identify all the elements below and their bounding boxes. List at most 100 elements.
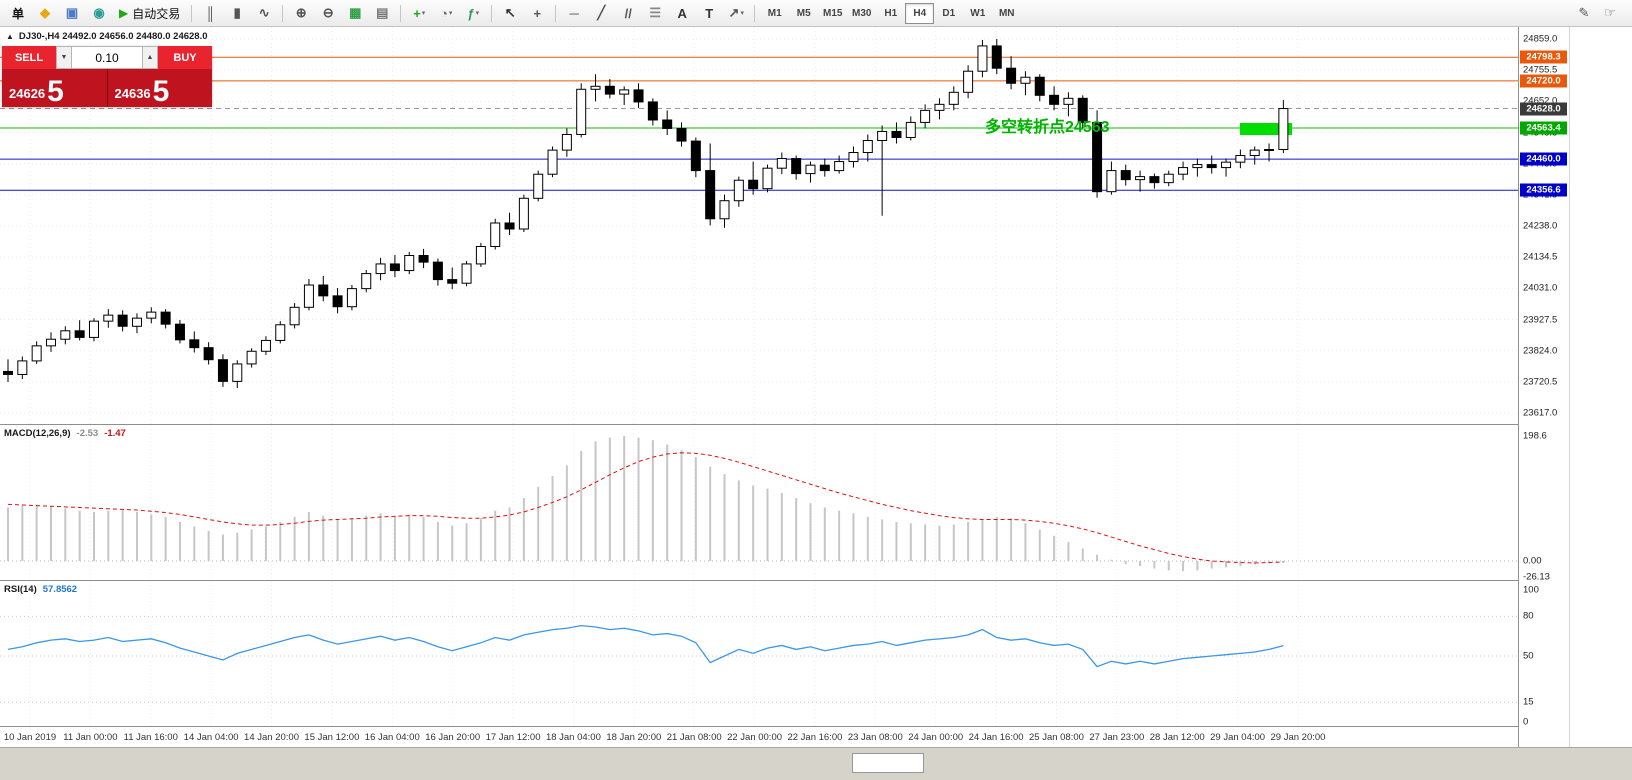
market-watch-icon[interactable]: ◉ bbox=[86, 3, 112, 24]
time-label: 14 Jan 04:00 bbox=[183, 732, 239, 743]
time-label: 18 Jan 20:00 bbox=[606, 732, 662, 743]
macd-name: MACD(12,26,9) bbox=[4, 428, 71, 439]
time-label: 23 Jan 08:00 bbox=[847, 732, 903, 743]
right-gap bbox=[1569, 27, 1632, 747]
price-tag: 24628.0 bbox=[1520, 102, 1567, 116]
horizontal-line-icon: ─ bbox=[569, 5, 579, 21]
macd-main-value: -2.53 bbox=[76, 428, 99, 439]
time-label: 22 Jan 00:00 bbox=[727, 732, 783, 743]
zoom-out-icon[interactable]: ⊖ bbox=[315, 3, 341, 24]
collapse-trade-panel-icon[interactable]: ▲ bbox=[6, 32, 14, 41]
text-icon[interactable]: A bbox=[669, 3, 695, 24]
new-chart-icon[interactable]: + ▾ bbox=[406, 3, 432, 24]
sell-button[interactable]: SELL bbox=[2, 46, 56, 69]
volume-down-spinner[interactable]: ▼ bbox=[56, 46, 72, 69]
timeframe-d1[interactable]: D1 bbox=[942, 7, 956, 19]
price-axis-label: 24755.5 bbox=[1523, 64, 1558, 76]
rsi-axis-label: 15 bbox=[1523, 696, 1534, 708]
toolbar-separator bbox=[282, 4, 284, 22]
periods-icon[interactable]: ◔ ▾ bbox=[433, 3, 459, 24]
top-toolbar: 单 ◆ ▣ ◉ ▶ 自动交易 ║ ▮ ∿ ⊕ ⊖ ▦ ▤ + ▾ ◔ ▾ ƒ ▾ ↖ + ─ ╱//☰ A T ↗ ▾ M1 M5 M1… bbox=[0, 0, 1632, 27]
timeframe-w1[interactable]: W1 bbox=[970, 7, 986, 19]
time-label: 29 Jan 04:00 bbox=[1210, 732, 1266, 743]
macd-indicator-canvas[interactable] bbox=[0, 425, 1518, 581]
timeframe-h4[interactable]: H4 bbox=[905, 2, 935, 24]
time-label: 16 Jan 04:00 bbox=[364, 732, 420, 743]
price-axis-label: 23824.0 bbox=[1523, 345, 1558, 357]
tile-windows-icon[interactable]: ▦ bbox=[342, 3, 368, 24]
pencil-icon[interactable]: ✎ bbox=[1578, 5, 1590, 20]
buy-price-big: 5 bbox=[152, 74, 170, 108]
auto-trading-button[interactable]: ▶ 自动交易 bbox=[113, 3, 186, 24]
toolbar-separator bbox=[400, 4, 402, 22]
time-label: 25 Jan 08:00 bbox=[1028, 732, 1084, 743]
tile-windows-icon: ▦ bbox=[349, 5, 362, 20]
cascade-windows-icon: ▤ bbox=[376, 5, 389, 20]
rsi-axis-label: 80 bbox=[1523, 610, 1534, 622]
rsi-label: RSI(14) 57.8562 bbox=[4, 584, 77, 595]
candlestick-chart-icon[interactable]: ▮ bbox=[224, 3, 250, 24]
buy-button[interactable]: BUY bbox=[158, 46, 212, 69]
indicators-icon[interactable]: ƒ ▾ bbox=[460, 3, 486, 24]
timeframe-m15[interactable]: M15 bbox=[823, 7, 843, 19]
chart-header: ▲ DJ30-,H4 24492.0 24656.0 24480.0 24628… bbox=[6, 31, 208, 42]
time-label: 16 Jan 20:00 bbox=[425, 732, 481, 743]
time-label: 15 Jan 12:00 bbox=[304, 732, 360, 743]
timeframe-mn[interactable]: MN bbox=[998, 7, 1015, 19]
text-icon: A bbox=[677, 5, 687, 21]
timeframe-m5[interactable]: M5 bbox=[796, 7, 811, 19]
dropdown-caret-icon: ▾ bbox=[421, 10, 426, 17]
text-label-icon[interactable]: T bbox=[696, 3, 722, 24]
cursor-icon: ↖ bbox=[504, 5, 516, 20]
status-box bbox=[852, 753, 924, 773]
sell-price[interactable]: 24626 5 bbox=[2, 69, 108, 107]
timeframe-m30[interactable]: M30 bbox=[852, 7, 872, 19]
line-chart-icon[interactable]: ∿ bbox=[251, 3, 277, 24]
fibonacci-icon[interactable]: ☰ bbox=[642, 3, 668, 24]
terminal-icon[interactable]: ▣ bbox=[59, 3, 85, 24]
trendline-icon[interactable]: ╱ bbox=[588, 3, 614, 24]
hand-icon[interactable]: ☞ bbox=[1604, 5, 1616, 20]
zoom-out-icon: ⊖ bbox=[322, 5, 334, 20]
equidistant-channel-icon[interactable]: // bbox=[615, 3, 641, 24]
volume-up-spinner[interactable]: ▲ bbox=[142, 46, 158, 69]
time-label: 14 Jan 20:00 bbox=[244, 732, 299, 743]
ohlc-bars-icon[interactable]: ║ bbox=[197, 3, 223, 24]
time-label: 28 Jan 12:00 bbox=[1149, 732, 1205, 743]
indicators-icon: ƒ bbox=[467, 5, 475, 21]
equidistant-channel-icon: // bbox=[624, 5, 632, 21]
macd-label: MACD(12,26,9) -2.53 -1.47 bbox=[4, 428, 126, 439]
crosshair-icon[interactable]: + bbox=[524, 3, 550, 24]
time-label: 18 Jan 04:00 bbox=[545, 732, 601, 743]
time-axis[interactable]: 10 Jan 2019 11 Jan 00:00 11 Jan 16:00 14 Ja… bbox=[0, 727, 1568, 747]
rsi-axis-label: 50 bbox=[1523, 650, 1534, 662]
panel-separator[interactable] bbox=[0, 424, 1569, 425]
rsi-indicator-canvas[interactable] bbox=[0, 581, 1518, 727]
rsi-value: 57.8562 bbox=[42, 584, 78, 595]
arrows-icon[interactable]: ↗ ▾ bbox=[723, 3, 749, 24]
timeframe-h1[interactable]: H1 bbox=[884, 7, 898, 19]
ohlc-bars-icon: ║ bbox=[205, 5, 215, 21]
periods-icon: ◔ bbox=[440, 5, 448, 21]
volume-input[interactable] bbox=[72, 46, 142, 69]
timeframe-m1[interactable]: M1 bbox=[767, 7, 782, 19]
price-axis-label: 24652.0 bbox=[1523, 96, 1557, 107]
trendline-icon: ╱ bbox=[597, 5, 606, 20]
price-axis-label: 24031.0 bbox=[1523, 282, 1558, 294]
cascade-windows-icon[interactable]: ▤ bbox=[369, 3, 395, 24]
panel-separator[interactable] bbox=[0, 580, 1569, 581]
dropdown-caret-icon: ▾ bbox=[448, 10, 453, 17]
price-axis[interactable]: 24859.024755.524652.024548.524445.024341… bbox=[1518, 27, 1569, 747]
price-axis-label: 24238.0 bbox=[1523, 220, 1558, 232]
horizontal-line-icon[interactable]: ─ bbox=[561, 3, 587, 24]
status-bar bbox=[0, 747, 1632, 780]
cursor-icon[interactable]: ↖ bbox=[497, 3, 523, 24]
zoom-in-icon[interactable]: ⊕ bbox=[288, 3, 314, 24]
new-order-icon[interactable]: ◆ bbox=[32, 3, 58, 24]
symbol-ohlc-text: DJ30-,H4 24492.0 24656.0 24480.0 24628.0 bbox=[18, 31, 208, 42]
toolbar-separator bbox=[754, 4, 756, 22]
main-chart-canvas[interactable]: 多空转折点24563 bbox=[0, 27, 1518, 424]
buy-price[interactable]: 24636 5 bbox=[108, 69, 213, 107]
fibonacci-icon: ☰ bbox=[649, 5, 662, 20]
svg-text:多空转折点24563: 多空转折点24563 bbox=[985, 117, 1110, 136]
